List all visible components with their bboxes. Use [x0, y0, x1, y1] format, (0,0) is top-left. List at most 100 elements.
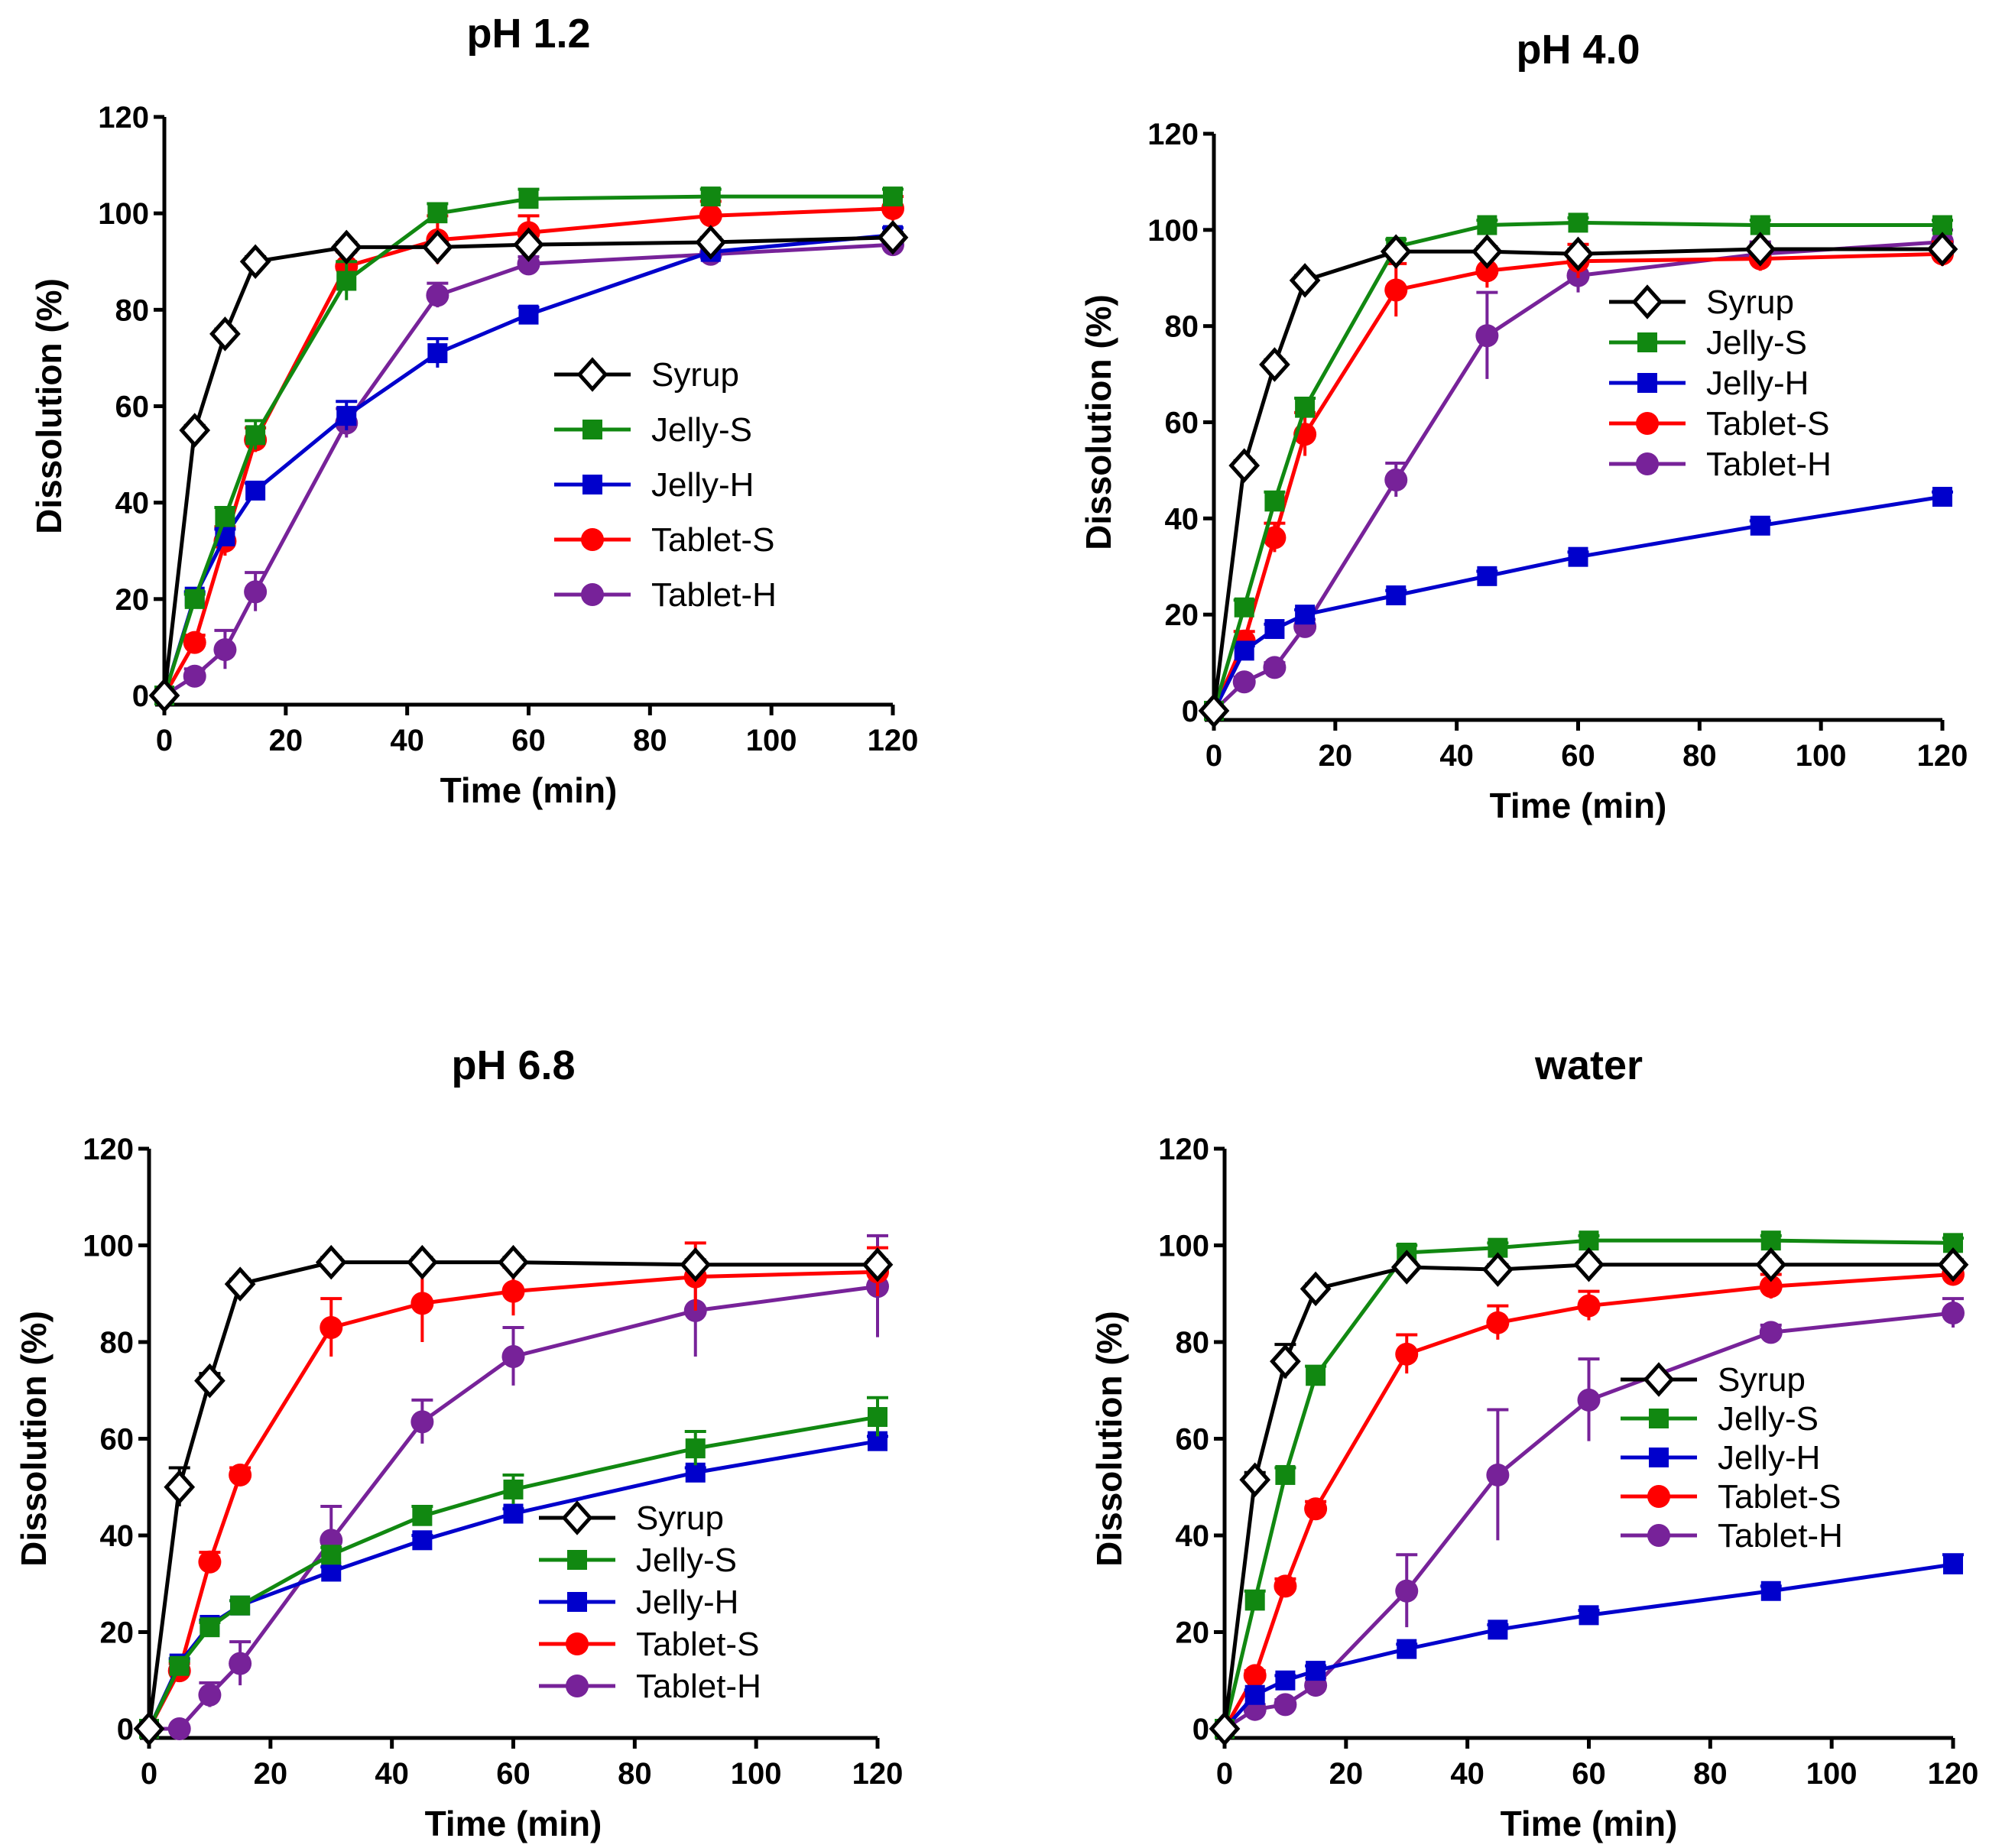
series-jelly-h [1215, 1553, 1964, 1739]
data-point [1244, 1684, 1265, 1705]
data-point [1488, 1619, 1508, 1640]
data-point [315, 1244, 347, 1280]
data-point [1486, 1463, 1510, 1487]
series-syrup [133, 1244, 894, 1746]
data-point [498, 1244, 529, 1280]
x-tick-label: 120 [868, 724, 919, 757]
data-point [1263, 526, 1287, 550]
y-tick-label: 40 [100, 1519, 135, 1553]
data-point [501, 1344, 525, 1368]
data-point [1750, 215, 1770, 235]
data-point [321, 1545, 342, 1565]
y-tick-label: 120 [1158, 1133, 1209, 1166]
x-tick-label: 0 [1216, 1757, 1233, 1791]
y-tick-label: 0 [132, 679, 149, 713]
data-point [412, 1530, 433, 1551]
data-point [1380, 234, 1412, 269]
y-tick-label: 100 [98, 197, 149, 231]
legend-marker [1636, 452, 1659, 475]
legend-label: Tablet-H [1718, 1517, 1843, 1555]
data-point [1264, 619, 1285, 640]
legend-label: Syrup [1706, 284, 1794, 321]
data-point [1475, 259, 1499, 283]
data-point [1577, 1388, 1601, 1412]
data-point [1397, 1639, 1417, 1659]
legend-marker [581, 528, 604, 551]
legend-marker [1643, 1362, 1675, 1397]
legend-marker [1631, 284, 1663, 319]
y-tick-label: 60 [100, 1423, 135, 1457]
chart-panel-2: pH 4.0 0 20 40 60 80 100 120 0 20 40 60 80 100 120 Time… [1079, 27, 1968, 825]
data-point [1477, 215, 1497, 235]
data-point [868, 1407, 887, 1428]
data-point [321, 1561, 342, 1582]
x-tick-label: 20 [269, 724, 303, 757]
data-point [336, 271, 357, 291]
data-point [194, 1363, 226, 1399]
data-point [148, 678, 180, 713]
data-point [427, 203, 448, 224]
data-point [1744, 232, 1776, 267]
legend-label: Jelly-S [651, 411, 752, 449]
series-line [1222, 1263, 1953, 1730]
series-syrup [148, 219, 909, 713]
data-point [685, 1438, 706, 1459]
data-point [1932, 487, 1952, 507]
chart-title: pH 4.0 [1516, 27, 1640, 73]
y-tick-label: 0 [1192, 1713, 1209, 1746]
data-point [1759, 1321, 1783, 1344]
series-line [1212, 494, 1943, 712]
x-axis-label: Time (min) [440, 770, 618, 810]
data-point [410, 1410, 434, 1434]
data-point [1289, 263, 1321, 298]
x-tick-label: 100 [746, 724, 797, 757]
data-point [164, 1470, 196, 1505]
x-tick-label: 100 [1806, 1757, 1858, 1791]
legend-marker [582, 475, 602, 494]
data-point [245, 480, 266, 501]
data-point [501, 1279, 525, 1303]
data-point [1228, 448, 1261, 483]
x-tick-label: 20 [1319, 739, 1353, 773]
data-point [213, 638, 237, 662]
legend-label: Tablet-H [1706, 446, 1832, 483]
data-point [1759, 1275, 1783, 1298]
series-line [1212, 240, 1943, 712]
data-point [183, 664, 206, 688]
data-point [230, 1595, 251, 1616]
data-point [1234, 640, 1254, 661]
legend-marker [1637, 373, 1657, 393]
data-point [1263, 656, 1287, 679]
legend-label: Jelly-H [1718, 1439, 1820, 1477]
x-tick-label: 40 [1450, 1757, 1484, 1791]
y-tick-label: 20 [115, 583, 150, 617]
data-point [685, 1462, 706, 1483]
x-tick-label: 120 [1928, 1757, 1979, 1791]
data-point [1386, 585, 1407, 605]
series-line [1223, 1562, 1954, 1730]
data-point [503, 1503, 524, 1524]
data-point [229, 1463, 252, 1487]
series-syrup [1198, 232, 1958, 728]
data-point [1270, 1344, 1301, 1380]
data-point [422, 229, 453, 265]
legend-label: Tablet-H [636, 1668, 761, 1705]
series-tablet-s [1202, 240, 1954, 722]
y-tick-label: 20 [1176, 1616, 1210, 1650]
x-tick-label: 40 [375, 1757, 409, 1791]
legend-label: Jelly-S [1718, 1400, 1819, 1438]
data-point [330, 229, 362, 265]
x-axis-label: Time (min) [1490, 786, 1667, 825]
x-tick-label: 100 [731, 1757, 782, 1791]
data-point [1274, 1574, 1297, 1598]
data-point [184, 588, 205, 609]
data-point [1568, 212, 1588, 233]
legend-label: Tablet-S [636, 1626, 759, 1663]
data-point [169, 1655, 190, 1676]
data-point [407, 1244, 438, 1280]
data-point [1579, 1230, 1599, 1251]
data-point [1275, 1670, 1296, 1691]
